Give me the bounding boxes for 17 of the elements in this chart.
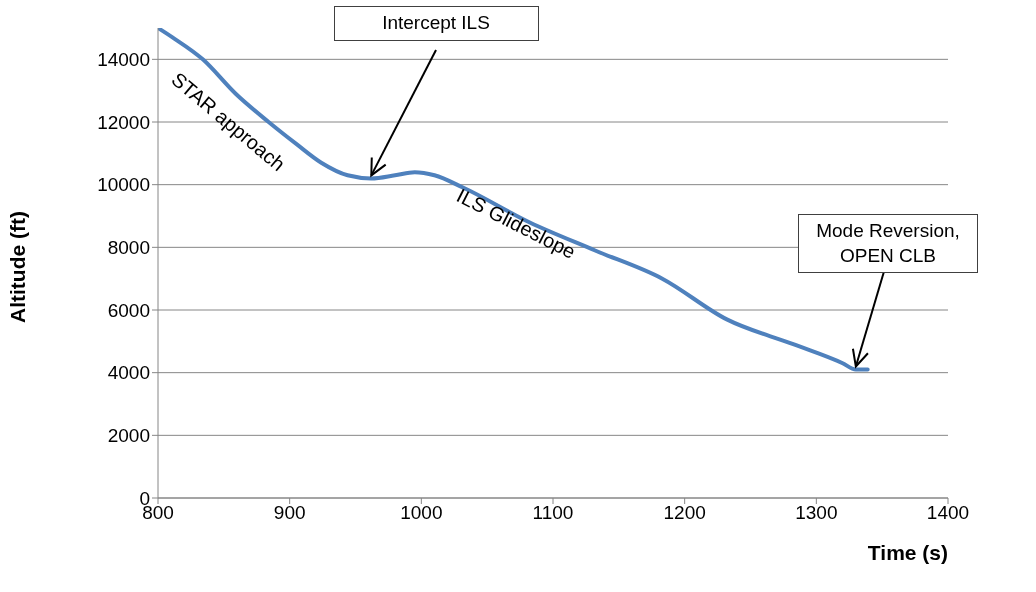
y-axis-title: Altitude (ft) xyxy=(6,211,30,323)
y-tick-label: 10000 xyxy=(97,174,150,196)
y-tick-label: 14000 xyxy=(97,49,150,71)
x-tick-label: 1000 xyxy=(400,502,443,524)
x-tick-label: 1200 xyxy=(663,502,706,524)
x-tick-label: 900 xyxy=(273,502,306,524)
y-tick-label: 6000 xyxy=(107,299,150,321)
x-axis-title: Time (s) xyxy=(867,541,948,564)
x-tick-label: 1100 xyxy=(532,502,574,524)
text-box: Mode Reversion, OPEN CLB xyxy=(798,214,978,274)
y-tick-label: 12000 xyxy=(97,111,150,133)
text-box: Intercept ILS xyxy=(333,6,539,41)
x-tick-label: 1400 xyxy=(926,502,970,524)
y-tick-label: 8000 xyxy=(107,237,150,259)
x-tick-label: 1300 xyxy=(795,502,838,524)
y-tick-label: 2000 xyxy=(107,425,150,447)
y-tick-label: 4000 xyxy=(107,362,150,384)
